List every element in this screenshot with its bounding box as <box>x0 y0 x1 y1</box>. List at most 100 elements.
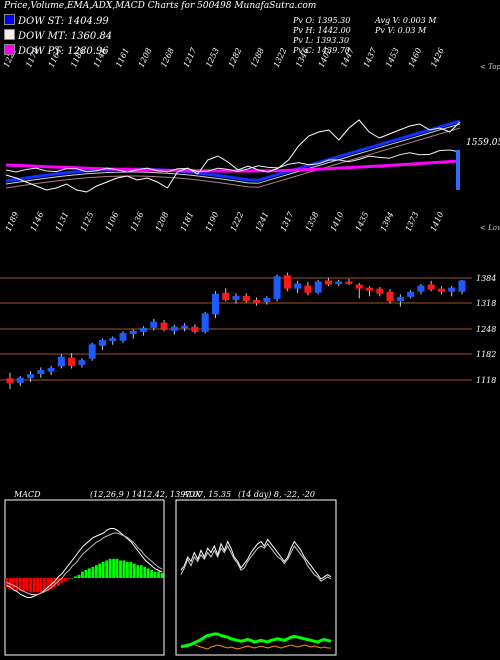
adx-line-orange <box>180 643 331 650</box>
macd-bar <box>112 558 116 578</box>
candle-body <box>6 378 14 384</box>
ema-line-magenta <box>5 159 461 173</box>
macd-bar <box>74 576 77 578</box>
candle-body <box>109 338 117 342</box>
macd-bar <box>150 570 154 578</box>
candle-body <box>232 295 240 300</box>
candle-body <box>37 370 45 375</box>
macd-title: MACD <box>14 490 41 499</box>
bottom-tick-label: 1125 <box>79 211 96 233</box>
price-line <box>5 119 461 193</box>
candle-body <box>355 284 363 289</box>
adx-panel <box>175 499 337 656</box>
candle-body <box>304 285 312 293</box>
macd-bar <box>39 578 43 593</box>
bottom-tick-label: 1222 <box>229 211 246 233</box>
macd-bar <box>87 568 91 578</box>
macd-bar <box>22 578 26 591</box>
macd-bar <box>153 571 157 578</box>
bottom-tick-label: 1181 <box>179 211 196 233</box>
macd-bar <box>53 578 57 588</box>
macd-signal-line <box>6 532 163 595</box>
candle-body <box>211 293 219 315</box>
candle-body <box>242 295 250 301</box>
legend-dow-pt: DOW PT: 1280.96 <box>4 44 109 57</box>
bottom-tick-label: 1410 <box>429 211 446 233</box>
candle-body <box>16 377 24 383</box>
macd-bar <box>122 560 126 578</box>
bottom-tick-label: 1435 <box>354 211 371 233</box>
last-price-label: 1559.05 <box>466 138 500 148</box>
candle-body <box>273 276 281 299</box>
candle-body <box>150 321 158 328</box>
macd-bar <box>160 573 164 578</box>
candle-body <box>345 281 353 284</box>
price-ema-panel: 1221 1178 1164 1182 1146 1161 1208 1268 1217 1253… <box>2 46 461 233</box>
macd-bar <box>43 578 46 591</box>
top-tick-label: 1161 <box>114 47 131 69</box>
avg-volume: Avg V: 0.003 M <box>375 16 437 25</box>
adx-line-grey <box>180 542 332 582</box>
top-tick-label: 1282 <box>227 47 244 69</box>
candle-body <box>407 291 415 297</box>
ohlc-close: Pv C: 1439.70 <box>293 46 350 55</box>
macd-bar <box>143 566 147 578</box>
candle-body <box>47 367 55 372</box>
macd-bar <box>36 578 39 593</box>
adx-title: ADX <box>183 490 201 499</box>
adx-line-white <box>180 538 332 580</box>
support-level-label: 1118 <box>476 376 496 385</box>
macd-bar <box>11 578 15 590</box>
bottom-tick-label: 1190 <box>204 211 221 233</box>
support-level-label: 1384 <box>476 274 496 283</box>
top-tick-label: 1217 <box>182 46 199 69</box>
top-tick-label: 1460 <box>407 47 424 69</box>
bottom-tick-label: 1317 <box>279 210 296 233</box>
top-tick-label: 1253 <box>204 47 221 69</box>
candle-body <box>335 281 343 284</box>
candle-body <box>88 344 96 359</box>
macd-bar <box>67 578 71 580</box>
macd-bar <box>119 560 122 578</box>
candle-body <box>314 281 322 293</box>
candle-body <box>458 280 466 292</box>
macd-bar <box>81 571 84 578</box>
candle-body <box>181 325 189 329</box>
bottom-tick-label: 1136 <box>129 211 146 233</box>
macd-bar <box>32 578 36 593</box>
candle-body <box>417 285 425 292</box>
macd-bar <box>46 578 50 591</box>
macd-bar <box>18 578 22 591</box>
top-tick-label: 1437 <box>362 46 379 69</box>
adx-line-green <box>180 632 332 649</box>
candle-body <box>324 280 332 285</box>
macd-bar <box>125 562 129 578</box>
candle-body <box>57 356 65 367</box>
legend-dow-mt: DOW MT: 1360.84 <box>4 29 112 42</box>
candle-body <box>129 330 137 334</box>
macd-bar <box>63 578 67 582</box>
candle-body <box>140 327 148 332</box>
candle-body <box>396 296 404 301</box>
support-level-label: 1318 <box>476 299 496 308</box>
macd-bar <box>60 578 64 583</box>
candle-body <box>119 332 127 341</box>
chart-title: Price,Volume,EMA,ADX,MACD Charts for 500… <box>4 1 317 11</box>
candle-body <box>160 322 168 330</box>
top-tick-label: 1322 <box>272 47 289 69</box>
tops-label: < Tops <box>480 63 500 71</box>
bottom-tick-label: 1241 <box>254 211 271 233</box>
ohlc-open: Pv O: 1395.30 <box>293 16 351 25</box>
bottom-tick-label: 1131 <box>54 211 71 233</box>
bottom-tick-label: 1394 <box>379 211 396 233</box>
macd-bar <box>29 578 33 593</box>
macd-bar <box>101 562 105 578</box>
bottom-tick-label: 1208 <box>154 211 171 233</box>
macd-line <box>6 528 163 598</box>
macd-params: (12,26,9 ) 1412.42, 1397.07, 15.35 <box>90 490 232 499</box>
legend-label-mt: DOW MT: 1360.84 <box>18 31 113 42</box>
ema-line-brown <box>5 127 461 189</box>
macd-bar <box>25 578 29 591</box>
legend-label-st: DOW ST: 1404.99 <box>18 16 109 27</box>
